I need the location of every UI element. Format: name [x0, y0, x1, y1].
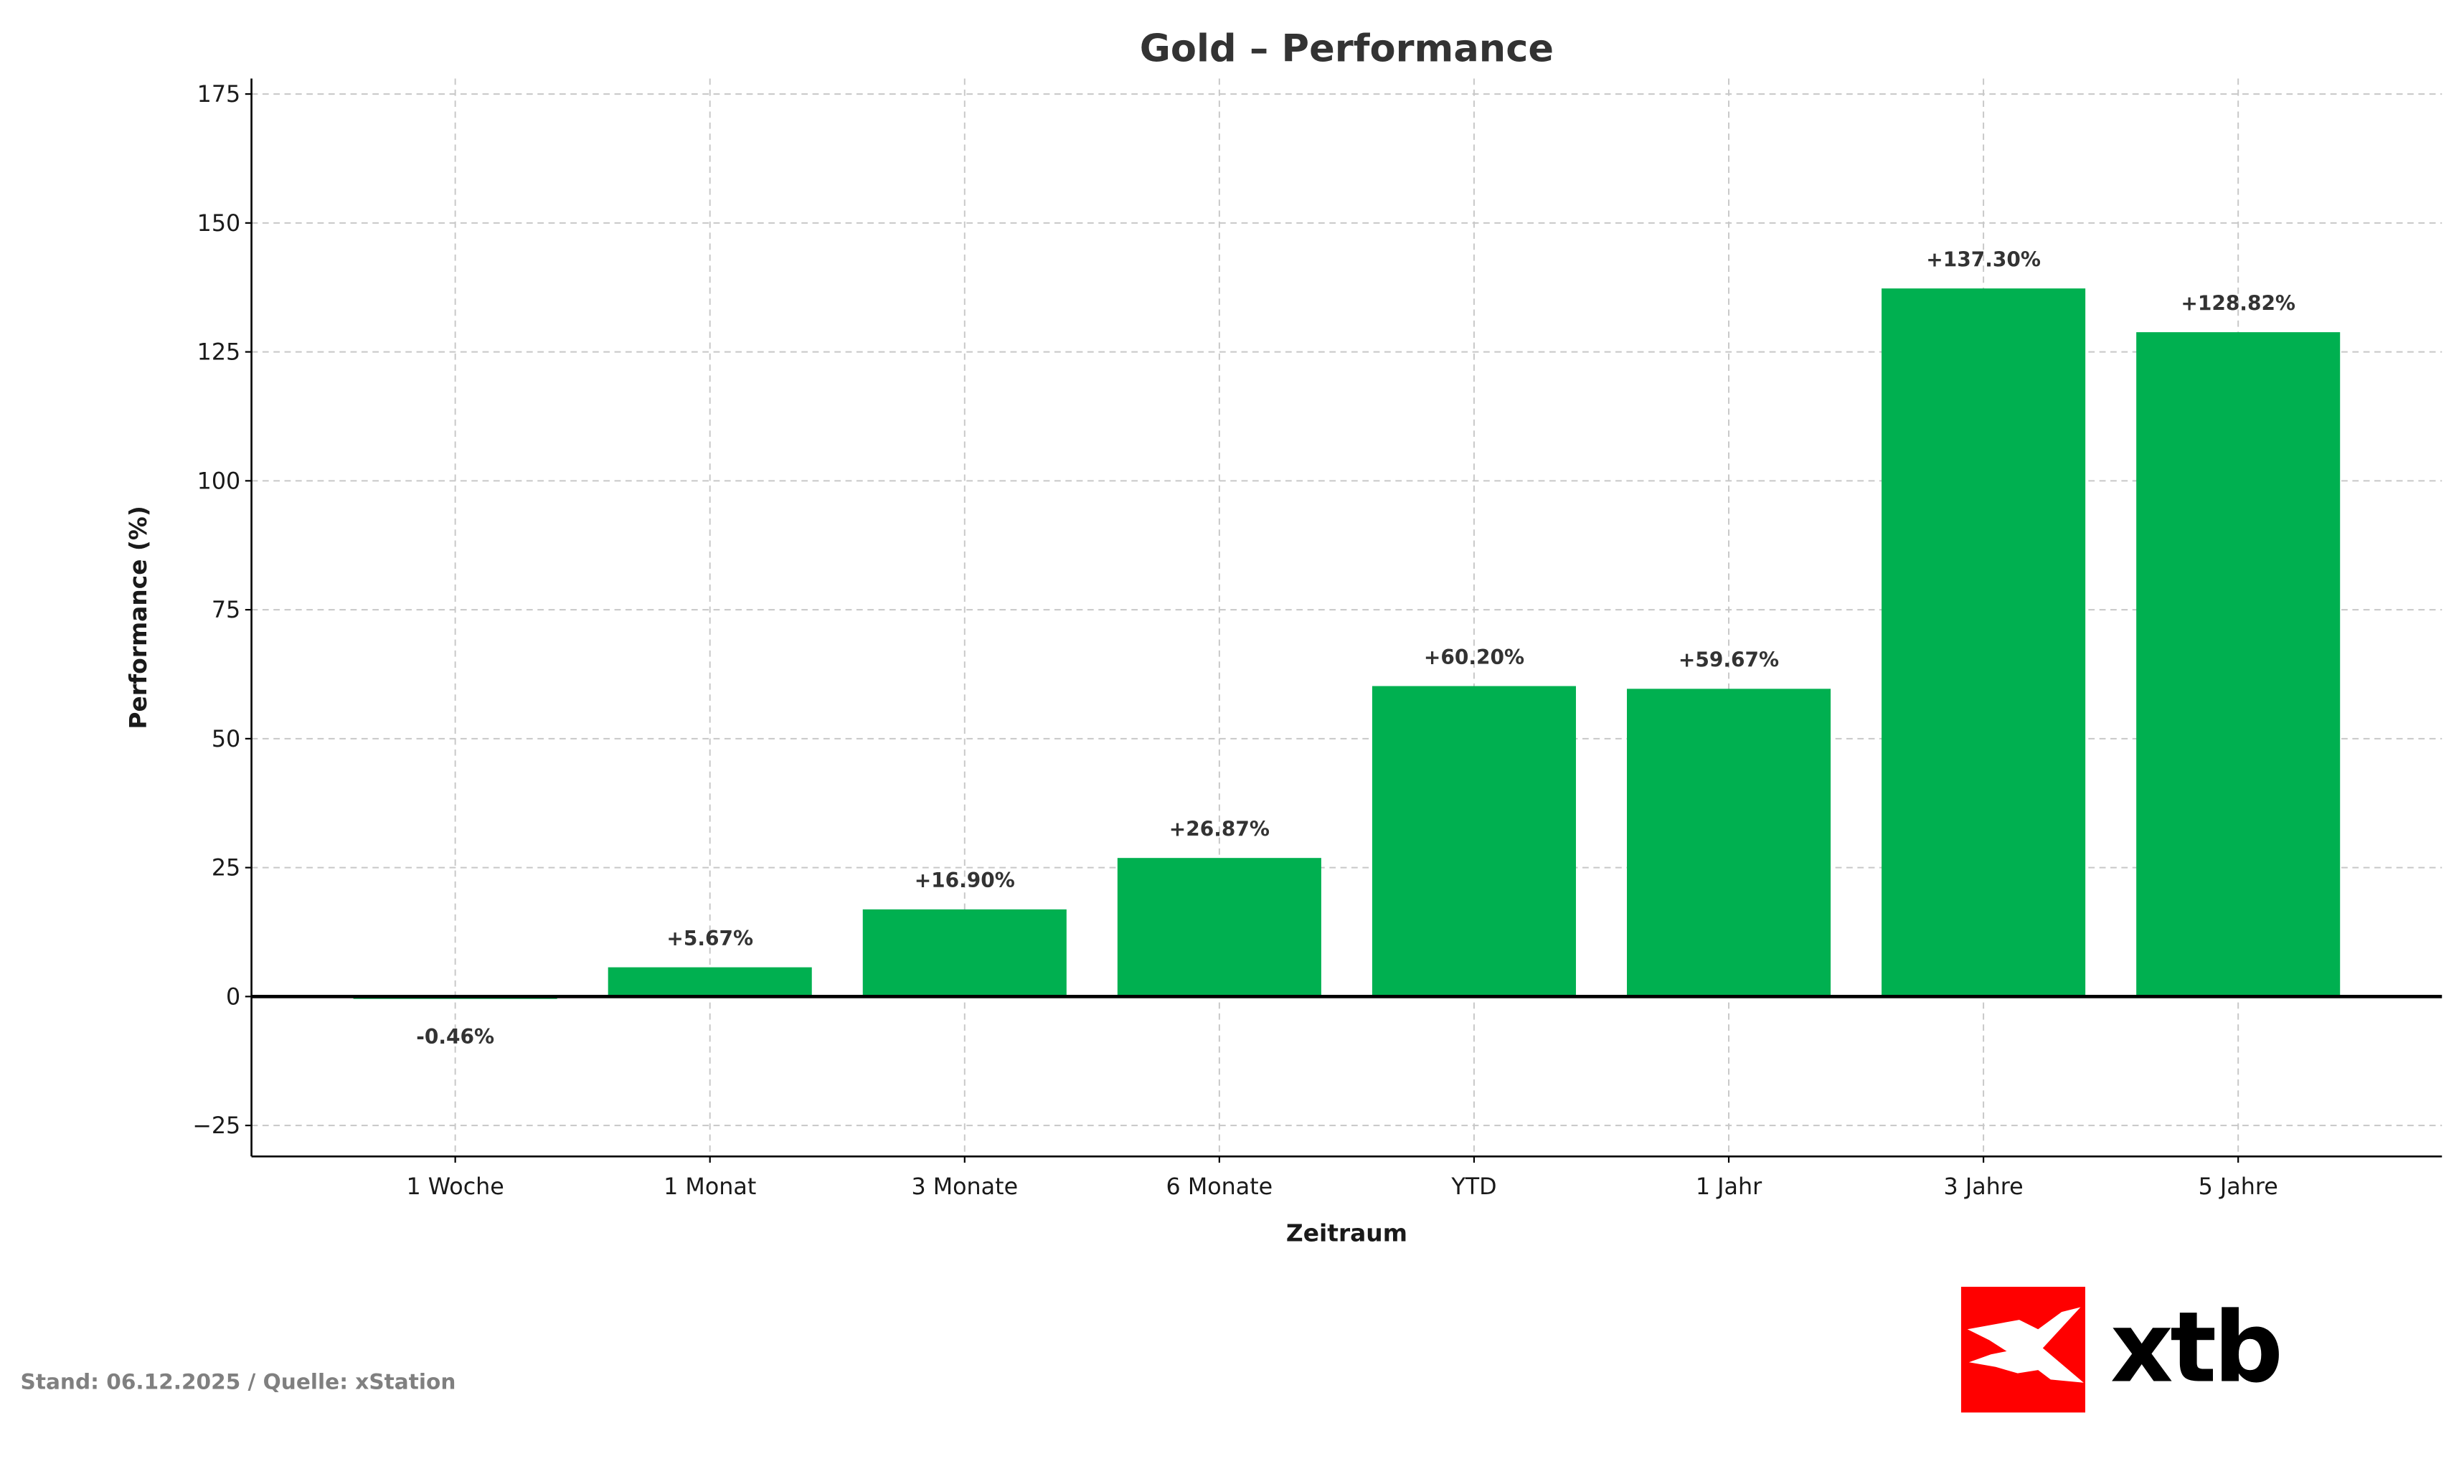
- y-axis-ticks: −25 0 25 50 75 100 125 150 175: [192, 82, 252, 1139]
- bar: [1626, 689, 1831, 997]
- bars: [353, 288, 2341, 999]
- data-labels: -0.46% +5.67% +16.90% +26.87% +60.20% +59.67%…: [416, 247, 2295, 1049]
- data-label: +16.90%: [915, 869, 1015, 892]
- data-label: +26.87%: [1169, 818, 1270, 841]
- xtb-logo: xtb: [1960, 1287, 2283, 1413]
- y-axis-label: Performance (%): [125, 506, 152, 729]
- x-tick-label: 1 Jahr: [1696, 1174, 1762, 1200]
- x-tick-label: 3 Jahre: [1944, 1174, 2024, 1200]
- y-tick-label: 125: [197, 340, 241, 366]
- y-tick-label: 150: [197, 211, 241, 237]
- y-tick-label: −25: [192, 1113, 240, 1139]
- bar: [2136, 332, 2341, 997]
- y-tick-label: 50: [212, 727, 240, 752]
- source-footer: Stand: 06.12.2025 / Quelle: xStation: [21, 1369, 456, 1394]
- grid: [251, 78, 2442, 1157]
- bar: [1117, 858, 1321, 997]
- data-label: +128.82%: [2181, 291, 2295, 315]
- x-tick-label: 1 Woche: [406, 1174, 504, 1200]
- data-label: +5.67%: [666, 927, 753, 950]
- chart-title: Gold – Performance: [1140, 27, 1554, 70]
- data-label: +137.30%: [1926, 247, 2041, 271]
- x-tick-label: 1 Monat: [664, 1174, 756, 1200]
- y-tick-label: 25: [212, 856, 240, 882]
- bar: [1882, 288, 2086, 997]
- y-tick-label: 0: [226, 984, 240, 1010]
- data-label: +60.20%: [1424, 646, 1524, 669]
- data-label: +59.67%: [1679, 648, 1779, 672]
- bar: [862, 909, 1067, 997]
- x-tick-label: 3 Monate: [911, 1174, 1018, 1200]
- x-tick-label: YTD: [1450, 1174, 1496, 1200]
- bar: [608, 967, 812, 997]
- y-tick-label: 100: [197, 468, 241, 494]
- x-axis-label: Zeitraum: [1286, 1220, 1407, 1247]
- bar: [1372, 686, 1576, 997]
- x-axis-ticks: 1 Woche 1 Monat 3 Monate 6 Monate YTD 1 Jahr 3…: [406, 1156, 2278, 1200]
- x-tick-label: 6 Monate: [1166, 1174, 1273, 1200]
- y-tick-label: 175: [197, 82, 241, 108]
- xtb-x-icon: [1967, 1307, 2084, 1383]
- x-tick-label: 5 Jahre: [2199, 1174, 2278, 1200]
- data-label: -0.46%: [416, 1025, 494, 1049]
- y-tick-label: 75: [212, 597, 240, 623]
- xtb-logo-text: xtb: [2110, 1292, 2280, 1405]
